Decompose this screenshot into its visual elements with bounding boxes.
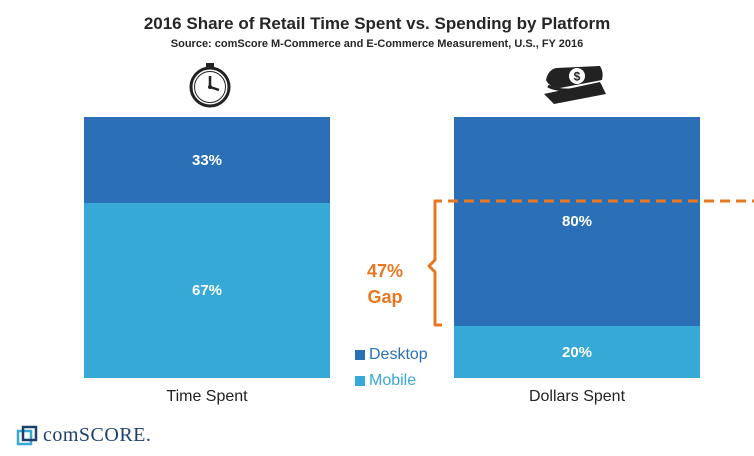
comscore-logo-icon: [16, 425, 38, 445]
data-label-desktop-dollars-spent: 80%: [561, 213, 593, 230]
bar-time-spent: 33% 67%: [84, 117, 330, 378]
bar-segment-mobile-dollars-spent: 20%: [454, 326, 700, 378]
legend-swatch-mobile: [355, 376, 365, 386]
svg-text:$: $: [574, 70, 581, 84]
bar-dollars-spent: 80% 20%: [454, 117, 700, 378]
legend-swatch-desktop: [355, 350, 365, 360]
gap-text: Gap: [367, 287, 403, 307]
legend-label-desktop: Desktop: [369, 346, 428, 363]
legend-label-mobile: Mobile: [369, 372, 417, 389]
legend-item-mobile: Mobile: [355, 372, 416, 390]
legend-item-desktop: Desktop: [355, 346, 428, 364]
category-label-dollars-spent: Dollars Spent: [528, 388, 626, 405]
gap-annotation-marks: [427, 199, 754, 327]
clock-icon: [186, 61, 234, 109]
bar-segment-mobile-time-spent: 67%: [84, 203, 330, 378]
gap-bracket: [427, 199, 442, 327]
bar-segment-desktop-time-spent: 33%: [84, 117, 330, 203]
gap-value: 47%: [366, 261, 404, 281]
category-label-time-spent: Time Spent: [166, 388, 248, 405]
data-label-mobile-time-spent: 67%: [191, 282, 223, 299]
logo-text: comSCORE.: [43, 424, 152, 446]
comscore-logo: comSCORE.: [16, 424, 151, 447]
gap-label: 47% Gap: [360, 258, 410, 310]
money-icon: $: [542, 64, 608, 110]
chart-subtitle: Source: comScore M-Commerce and E-Commer…: [170, 38, 584, 50]
chart-title: 2016 Share of Retail Time Spent vs. Spen…: [143, 14, 611, 33]
data-label-mobile-dollars-spent: 20%: [561, 343, 593, 361]
bar-segment-desktop-dollars-spent: 80%: [454, 117, 700, 326]
data-label-desktop-time-spent: 33%: [191, 151, 223, 169]
